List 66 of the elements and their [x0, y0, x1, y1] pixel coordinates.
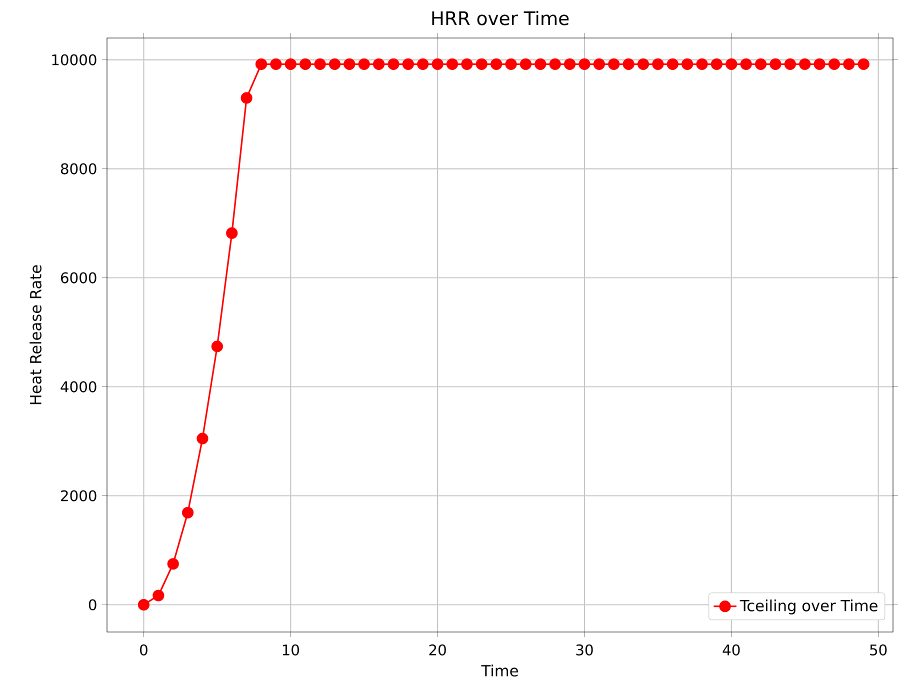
point: [461, 58, 473, 70]
point: [520, 58, 532, 70]
point: [682, 58, 694, 70]
point: [770, 58, 782, 70]
point: [300, 58, 312, 70]
point: [211, 340, 223, 352]
x-tick-label: 30: [576, 644, 593, 656]
point: [388, 58, 400, 70]
point: [402, 58, 414, 70]
point: [490, 58, 502, 70]
x-tick-label: 40: [722, 644, 740, 656]
point: [534, 58, 546, 70]
y-tick-label: 4000: [60, 381, 96, 392]
point: [255, 58, 268, 70]
x-tick-label: 0: [140, 644, 148, 656]
x-tick-label: 10: [282, 644, 299, 656]
point: [138, 598, 150, 611]
point: [578, 58, 590, 70]
x-tick-label: 50: [870, 644, 887, 656]
point: [666, 58, 678, 70]
point: [358, 58, 370, 70]
point: [593, 58, 605, 70]
point: [196, 432, 208, 444]
y-tick-label: 6000: [60, 272, 96, 284]
y-tick-label: 10000: [52, 54, 96, 66]
point: [828, 58, 840, 70]
point: [696, 58, 708, 70]
point: [270, 58, 282, 70]
chart-title: HRR over Time: [432, 10, 569, 26]
point: [284, 58, 296, 70]
x-tick-label: 20: [429, 644, 446, 656]
point: [754, 58, 767, 70]
point: [328, 58, 341, 70]
point: [344, 58, 356, 70]
point: [476, 58, 488, 70]
point: [373, 58, 385, 70]
point: [432, 58, 444, 70]
y-axis-title: Heat Release Rate: [30, 265, 42, 404]
point: [152, 590, 164, 602]
point: [608, 58, 620, 70]
x-axis-title: Time: [481, 664, 518, 676]
point: [446, 58, 458, 70]
point: [843, 58, 855, 70]
point: [710, 58, 723, 70]
point: [637, 58, 650, 70]
y-tick-label: 2000: [61, 490, 96, 502]
point: [564, 58, 576, 70]
point: [417, 58, 429, 70]
point: [652, 58, 664, 70]
point: [226, 227, 238, 239]
point: [799, 58, 811, 70]
point: [314, 58, 326, 70]
point: [784, 58, 796, 70]
point: [505, 58, 517, 70]
y-tick-label: 0: [88, 599, 96, 610]
y-tick-label: 8000: [60, 163, 96, 174]
point: [167, 558, 179, 570]
point: [240, 92, 252, 104]
point: [740, 58, 752, 70]
point: [858, 58, 870, 70]
point: [549, 58, 561, 70]
point: [182, 506, 194, 518]
point: [622, 58, 634, 70]
point: [726, 58, 738, 70]
legend-label: Tceiling over Time: [740, 600, 878, 614]
point: [814, 58, 826, 70]
